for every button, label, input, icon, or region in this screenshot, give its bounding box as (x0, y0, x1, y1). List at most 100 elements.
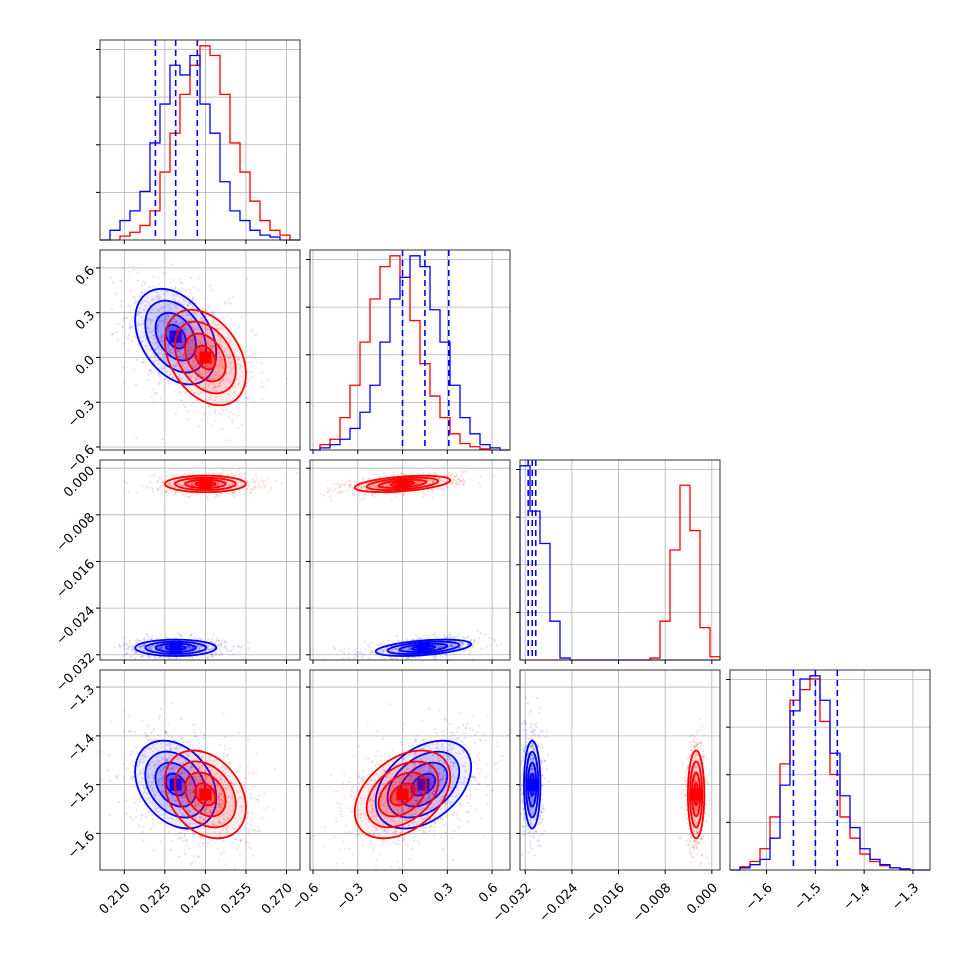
scatter-point (151, 298, 154, 301)
scatter-point (242, 379, 245, 382)
scatter-point (233, 496, 236, 499)
scatter-point (237, 378, 240, 381)
scatter-point (408, 472, 411, 475)
scatter-point (202, 841, 205, 845)
scatter-point (162, 351, 165, 354)
scatter-point (156, 327, 159, 330)
scatter-point (191, 340, 194, 343)
scatter-point (184, 328, 187, 331)
scatter-point (248, 355, 251, 358)
scatter-point (188, 471, 191, 474)
scatter-point (196, 355, 200, 358)
scatter-point (174, 390, 177, 393)
scatter-point (210, 309, 213, 312)
scatter-point (215, 346, 218, 349)
scatter-point (187, 365, 190, 368)
scatter-point (195, 336, 199, 339)
scatter-point (195, 316, 199, 319)
scatter-point (155, 295, 158, 299)
scatter-point (254, 353, 257, 356)
scatter-point (201, 865, 204, 868)
scatter-point (164, 378, 167, 381)
scatter-point (455, 482, 458, 485)
scatter-point (250, 360, 253, 364)
scatter-point (362, 476, 366, 480)
scatter-point (262, 480, 265, 484)
scatter-point (206, 319, 210, 322)
scatter-point (371, 494, 374, 497)
scatter-point (171, 702, 174, 705)
scatter-point (348, 486, 351, 489)
scatter-point (189, 289, 192, 292)
scatter-point (452, 481, 455, 484)
scatter-point (182, 298, 185, 301)
scatter-point (213, 370, 216, 373)
scatter-point (237, 645, 240, 648)
scatter-point (140, 817, 143, 820)
scatter-panel-2-0 (99, 459, 301, 661)
scatter-point (191, 331, 194, 334)
scatter-point (179, 391, 182, 394)
scatter-point (222, 378, 225, 382)
scatter-point (142, 322, 145, 326)
scatter-point (406, 657, 410, 660)
scatter-point (188, 341, 191, 344)
scatter-point (122, 317, 125, 320)
scatter-point (395, 495, 398, 498)
scatter-point (219, 323, 222, 326)
scatter-point (177, 356, 180, 359)
scatter-point (186, 348, 189, 352)
scatter-point (219, 649, 222, 652)
scatter-point (199, 342, 202, 345)
scatter-point (141, 831, 144, 834)
scatter-point (171, 320, 174, 324)
scatter-point (239, 365, 243, 368)
scatter-point (210, 382, 213, 385)
scatter-point (390, 498, 393, 501)
scatter-point (331, 490, 335, 493)
scatter-point (150, 369, 153, 372)
scatter-point (169, 490, 172, 494)
scatter-point (182, 840, 185, 843)
scatter-point (193, 731, 196, 734)
scatter-point (155, 637, 158, 640)
scatter-point (146, 638, 149, 642)
scatter-point (172, 279, 175, 282)
scatter-point (117, 322, 120, 325)
scatter-point (352, 492, 355, 495)
scatter-point (345, 489, 348, 493)
scatter-point (188, 301, 191, 304)
scatter-point (165, 490, 168, 493)
scatter-panel-2-1 (309, 459, 511, 662)
scatter-point (186, 373, 190, 376)
scatter-point (238, 732, 241, 735)
scatter-point (354, 648, 358, 651)
scatter-point (152, 334, 155, 337)
scatter-point (130, 325, 133, 328)
scatter-point (194, 378, 198, 381)
scatter-point (167, 335, 171, 338)
scatter-point (417, 636, 420, 639)
scatter-point (248, 827, 251, 831)
scatter-point (132, 316, 135, 320)
scatter-point (180, 281, 183, 284)
scatter-point (181, 341, 184, 344)
scatter-point (192, 286, 195, 289)
scatter-point (135, 816, 138, 819)
scatter-point (157, 276, 160, 279)
scatter-point (111, 332, 114, 335)
scatter-point (177, 349, 180, 352)
scatter-point (138, 800, 141, 803)
scatter-point (252, 479, 255, 482)
scatter-point (155, 336, 158, 339)
scatter-point (227, 356, 230, 359)
scatter-point (193, 328, 196, 331)
scatter-point (147, 373, 150, 376)
scatter-point (205, 371, 208, 374)
scatter-point (143, 361, 146, 364)
scatter-point (228, 493, 231, 496)
scatter-point (154, 348, 157, 351)
scatter-point (100, 750, 103, 754)
scatter-point (215, 389, 218, 392)
scatter-point (164, 272, 167, 275)
